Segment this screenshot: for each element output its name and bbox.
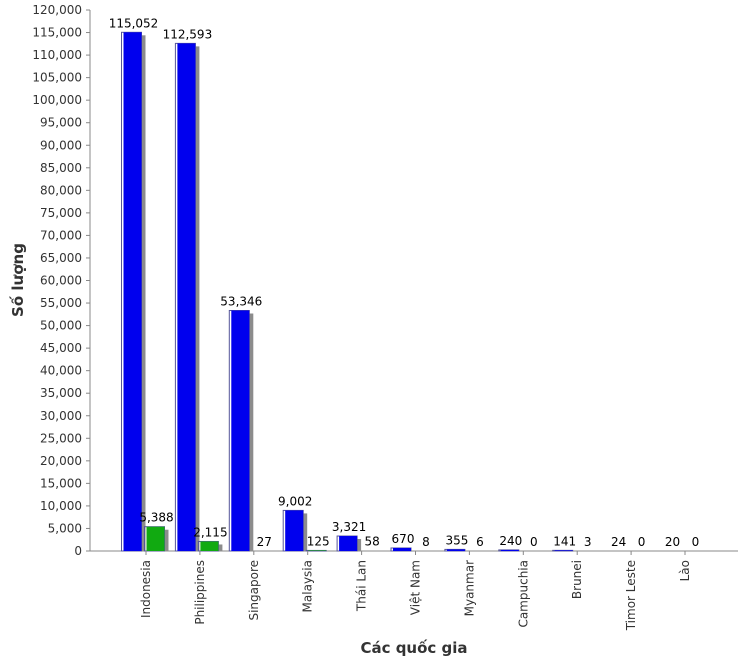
x-tick-label: Thái Lan: [355, 560, 369, 612]
x-tick-label: Indonesia: [139, 560, 153, 618]
data-label: 53,346: [220, 294, 262, 308]
y-tick-label: 30,000: [40, 409, 82, 423]
data-label: 0: [692, 535, 700, 549]
y-tick-label: 60,000: [40, 274, 82, 288]
bar-series1: [446, 549, 465, 551]
bar-series1: [123, 32, 142, 551]
y-tick-label: 115,000: [32, 26, 82, 40]
bar-series1: [500, 549, 519, 551]
y-tick-label: 70,000: [40, 228, 82, 242]
data-label: 2,115: [193, 525, 227, 539]
y-tick-label: 5,000: [48, 521, 82, 535]
y-tick-label: 95,000: [40, 116, 82, 130]
x-tick-label: Lào: [678, 560, 692, 581]
y-tick-label: 55,000: [40, 296, 82, 310]
x-ticks: Indonesia Philippines Singapore Malaysia Thá…: [139, 551, 692, 631]
y-tick-label: 35,000: [40, 386, 82, 400]
bar-series2: [308, 550, 327, 551]
data-label: 355: [445, 533, 468, 547]
data-label: 27: [257, 535, 272, 549]
data-label: 8: [422, 535, 430, 549]
y-tick-label: 25,000: [40, 431, 82, 445]
data-label: 24: [611, 535, 626, 549]
bar-series1: [339, 536, 358, 551]
data-label: 0: [530, 535, 538, 549]
y-tick-label: 45,000: [40, 341, 82, 355]
y-ticks: 0 5,000 10,000 15,000 20,000 25,000 30,000 35,0…: [32, 3, 90, 558]
y-tick-label: 85,000: [40, 161, 82, 175]
y-axis-title: Số lượng: [8, 243, 27, 317]
data-label: 125: [307, 534, 330, 548]
y-tick-label: 40,000: [40, 364, 82, 378]
y-tick-label: 90,000: [40, 138, 82, 152]
y-tick-label: 20,000: [40, 454, 82, 468]
y-tick-label: 10,000: [40, 499, 82, 513]
y-tick-label: 50,000: [40, 319, 82, 333]
data-label: 240: [499, 534, 522, 548]
x-tick-label: Philippines: [193, 560, 207, 625]
bar-series1: [554, 550, 573, 551]
y-tick-label: 75,000: [40, 206, 82, 220]
data-label: 112,593: [163, 27, 213, 41]
y-tick-label: 15,000: [40, 476, 82, 490]
data-label: 0: [638, 535, 646, 549]
data-label: 9,002: [278, 494, 312, 508]
bar-series1: [285, 510, 304, 551]
x-tick-label: Myanmar: [462, 560, 476, 616]
data-label: 670: [392, 532, 415, 546]
data-label: 115,052: [109, 16, 159, 30]
x-tick-label: Singapore: [247, 560, 261, 621]
data-label: 3: [584, 535, 592, 549]
y-tick-label: 105,000: [32, 71, 82, 85]
x-tick-label: Timor Leste: [624, 560, 638, 631]
bar-series2: [146, 526, 165, 551]
y-tick-label: 100,000: [32, 93, 82, 107]
data-label: 141: [553, 534, 576, 548]
data-label: 58: [364, 535, 379, 549]
y-tick-label: 80,000: [40, 183, 82, 197]
x-tick-label: Malaysia: [301, 560, 315, 612]
x-tick-label: Campuchia: [516, 560, 530, 628]
bar-series2: [200, 541, 219, 551]
x-tick-label: Việt Nam: [409, 560, 423, 615]
data-label: 6: [476, 535, 484, 549]
data-label: 5,388: [139, 511, 173, 525]
x-tick-label: Brunei: [570, 560, 584, 599]
bar-series1: [231, 310, 250, 551]
data-label: 3,321: [332, 520, 366, 534]
y-tick-label: 120,000: [32, 3, 82, 17]
bars: 115,052 5,388 112,593 2,115 53,346 27 9,002 125…: [109, 16, 700, 552]
x-axis-title: Các quốc gia: [360, 638, 467, 657]
y-tick-label: 0: [74, 544, 82, 558]
bar-series1: [393, 547, 411, 551]
y-tick-label: 110,000: [32, 48, 82, 62]
y-tick-label: 65,000: [40, 251, 82, 265]
bar-series1: [177, 43, 196, 552]
data-label: 20: [665, 535, 680, 549]
